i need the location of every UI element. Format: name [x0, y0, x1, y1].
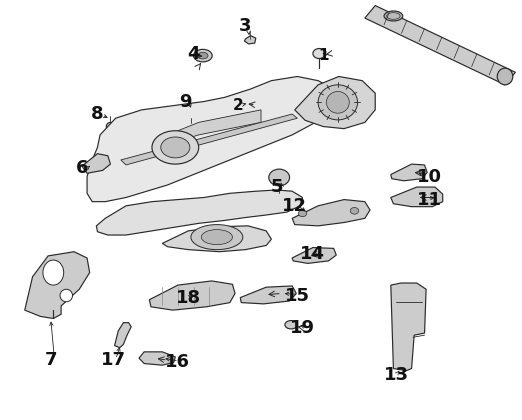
Polygon shape — [292, 247, 336, 263]
Ellipse shape — [191, 225, 243, 249]
Text: 11: 11 — [417, 191, 442, 209]
Polygon shape — [391, 187, 443, 207]
Polygon shape — [365, 5, 515, 85]
Ellipse shape — [236, 100, 246, 108]
Text: 5: 5 — [270, 178, 283, 196]
Ellipse shape — [152, 131, 199, 164]
Text: 17: 17 — [101, 351, 125, 369]
Text: 9: 9 — [180, 92, 192, 110]
Polygon shape — [244, 36, 256, 44]
Ellipse shape — [161, 137, 190, 158]
Ellipse shape — [313, 49, 325, 58]
Ellipse shape — [194, 50, 212, 62]
Ellipse shape — [299, 210, 307, 217]
Text: 2: 2 — [232, 98, 243, 113]
Ellipse shape — [60, 289, 73, 302]
Text: 3: 3 — [239, 17, 252, 35]
Polygon shape — [162, 226, 271, 252]
Ellipse shape — [350, 207, 359, 214]
Polygon shape — [240, 286, 296, 304]
Polygon shape — [115, 323, 131, 348]
Text: 16: 16 — [165, 353, 191, 371]
Polygon shape — [292, 200, 370, 226]
Polygon shape — [139, 352, 175, 365]
Ellipse shape — [198, 52, 208, 59]
Ellipse shape — [269, 169, 290, 186]
Polygon shape — [97, 190, 303, 235]
Ellipse shape — [106, 122, 115, 131]
Text: 19: 19 — [290, 319, 315, 337]
Polygon shape — [82, 154, 111, 173]
Ellipse shape — [497, 68, 513, 85]
Text: 14: 14 — [301, 245, 325, 263]
Text: 1: 1 — [318, 48, 328, 63]
Ellipse shape — [326, 92, 349, 113]
Text: 15: 15 — [285, 286, 310, 304]
Text: 7: 7 — [44, 351, 57, 369]
Polygon shape — [149, 281, 235, 310]
Text: 12: 12 — [282, 197, 307, 215]
Ellipse shape — [43, 260, 64, 285]
Ellipse shape — [187, 110, 195, 118]
Ellipse shape — [285, 320, 298, 329]
Polygon shape — [121, 114, 298, 165]
Text: 4: 4 — [187, 45, 200, 63]
Ellipse shape — [318, 85, 358, 120]
Text: 18: 18 — [176, 289, 201, 307]
Polygon shape — [295, 76, 375, 129]
Text: 10: 10 — [417, 168, 442, 186]
Polygon shape — [391, 283, 426, 370]
Text: 13: 13 — [384, 366, 409, 384]
Polygon shape — [25, 252, 90, 318]
Text: 8: 8 — [91, 105, 104, 123]
Polygon shape — [178, 110, 261, 141]
Polygon shape — [87, 76, 334, 202]
Ellipse shape — [384, 11, 403, 21]
Ellipse shape — [201, 230, 232, 244]
Polygon shape — [391, 164, 427, 181]
Text: 6: 6 — [76, 159, 88, 177]
